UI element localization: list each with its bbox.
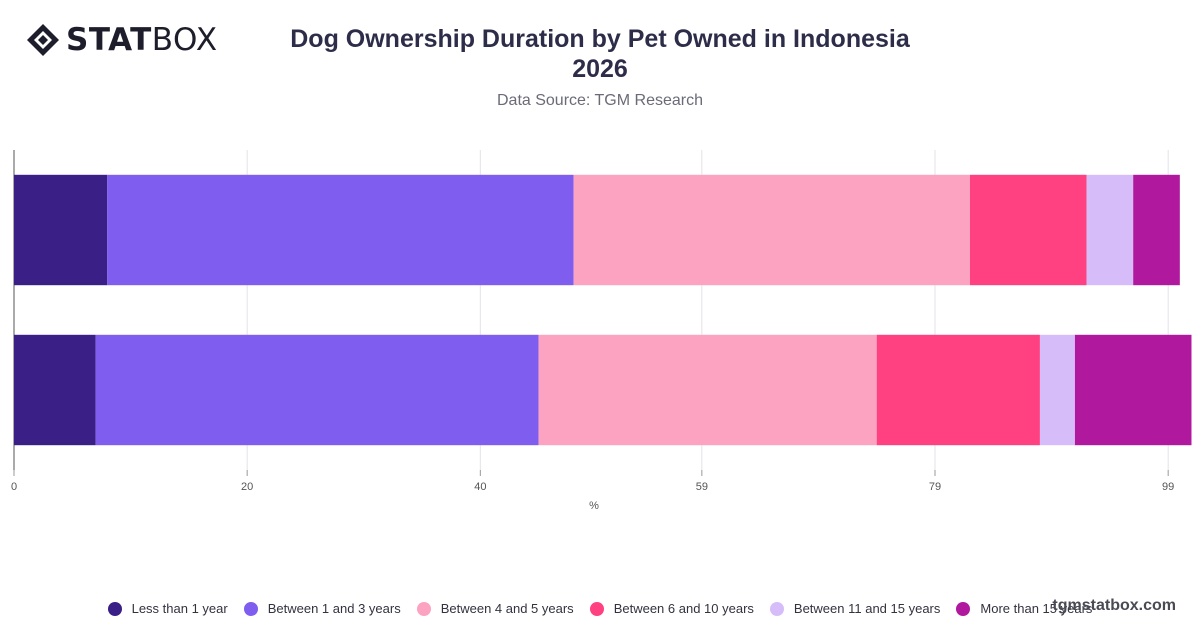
legend-label: Less than 1 year	[131, 601, 228, 616]
chart-title-line2: 2026	[572, 55, 628, 83]
logo-wordmark: STATBOX	[66, 22, 218, 58]
statbox-logo: STATBOX	[26, 22, 218, 58]
legend-swatch	[243, 601, 258, 616]
logo-text-stat: STAT	[66, 22, 152, 58]
bar-segment	[969, 174, 1087, 286]
legend-item[interactable]: Between 4 and 5 years	[416, 601, 574, 616]
bar-segment	[573, 174, 970, 286]
legend-swatch	[589, 601, 604, 616]
chart-title-line1: Dog Ownership Duration by Pet Owned in I…	[290, 25, 910, 53]
legend-label: More than 15 years	[980, 601, 1093, 616]
diamond-logo-icon	[27, 24, 59, 56]
x-tick-label: 20	[241, 481, 253, 493]
x-tick-label: 99	[1162, 481, 1174, 493]
legend-swatch	[416, 601, 431, 616]
x-tick-label: 0	[11, 481, 17, 493]
bar-segment	[1133, 174, 1180, 286]
bar-segment	[1086, 174, 1134, 286]
legend-swatch	[769, 601, 784, 616]
bar-segment	[1074, 334, 1192, 446]
watermark: tgmstatbox.com	[1052, 597, 1176, 614]
legend-swatch	[956, 601, 971, 616]
x-tick-label: 40	[474, 481, 486, 493]
x-tick-label: 79	[929, 481, 941, 493]
legend-item[interactable]: Less than 1 year	[107, 601, 228, 616]
x-axis-title: %	[589, 500, 599, 512]
legend-label: Between 11 and 15 years	[793, 601, 941, 616]
logo-text-box: BOX	[151, 22, 218, 58]
legend-item[interactable]: More than 15 years	[956, 601, 1092, 616]
x-tick-label: 59	[696, 481, 708, 493]
chart-legend: Less than 1 year Between 1 and 3 years Bet…	[0, 601, 1200, 616]
legend-item[interactable]: Between 1 and 3 years	[243, 601, 401, 616]
legend-label: Between 6 and 10 years	[613, 601, 754, 616]
legend-label: Between 1 and 3 years	[267, 601, 401, 616]
legend-swatch	[107, 601, 122, 616]
bar-segment	[1039, 334, 1075, 446]
chart-title: Dog Ownership Duration by Pet Owned in I…	[240, 24, 960, 84]
bar-segment	[876, 334, 1040, 446]
bar-segment	[14, 334, 96, 446]
legend-item[interactable]: Between 6 and 10 years	[589, 601, 754, 616]
bar-segment	[107, 174, 574, 286]
legend-item[interactable]: Between 11 and 15 years	[769, 601, 941, 616]
chart-subtitle: Data Source: TGM Research	[496, 92, 703, 109]
bar-segment	[14, 174, 108, 286]
bar-segment	[538, 334, 877, 446]
legend-label: Between 4 and 5 years	[440, 601, 574, 616]
bar-segment	[95, 334, 539, 446]
